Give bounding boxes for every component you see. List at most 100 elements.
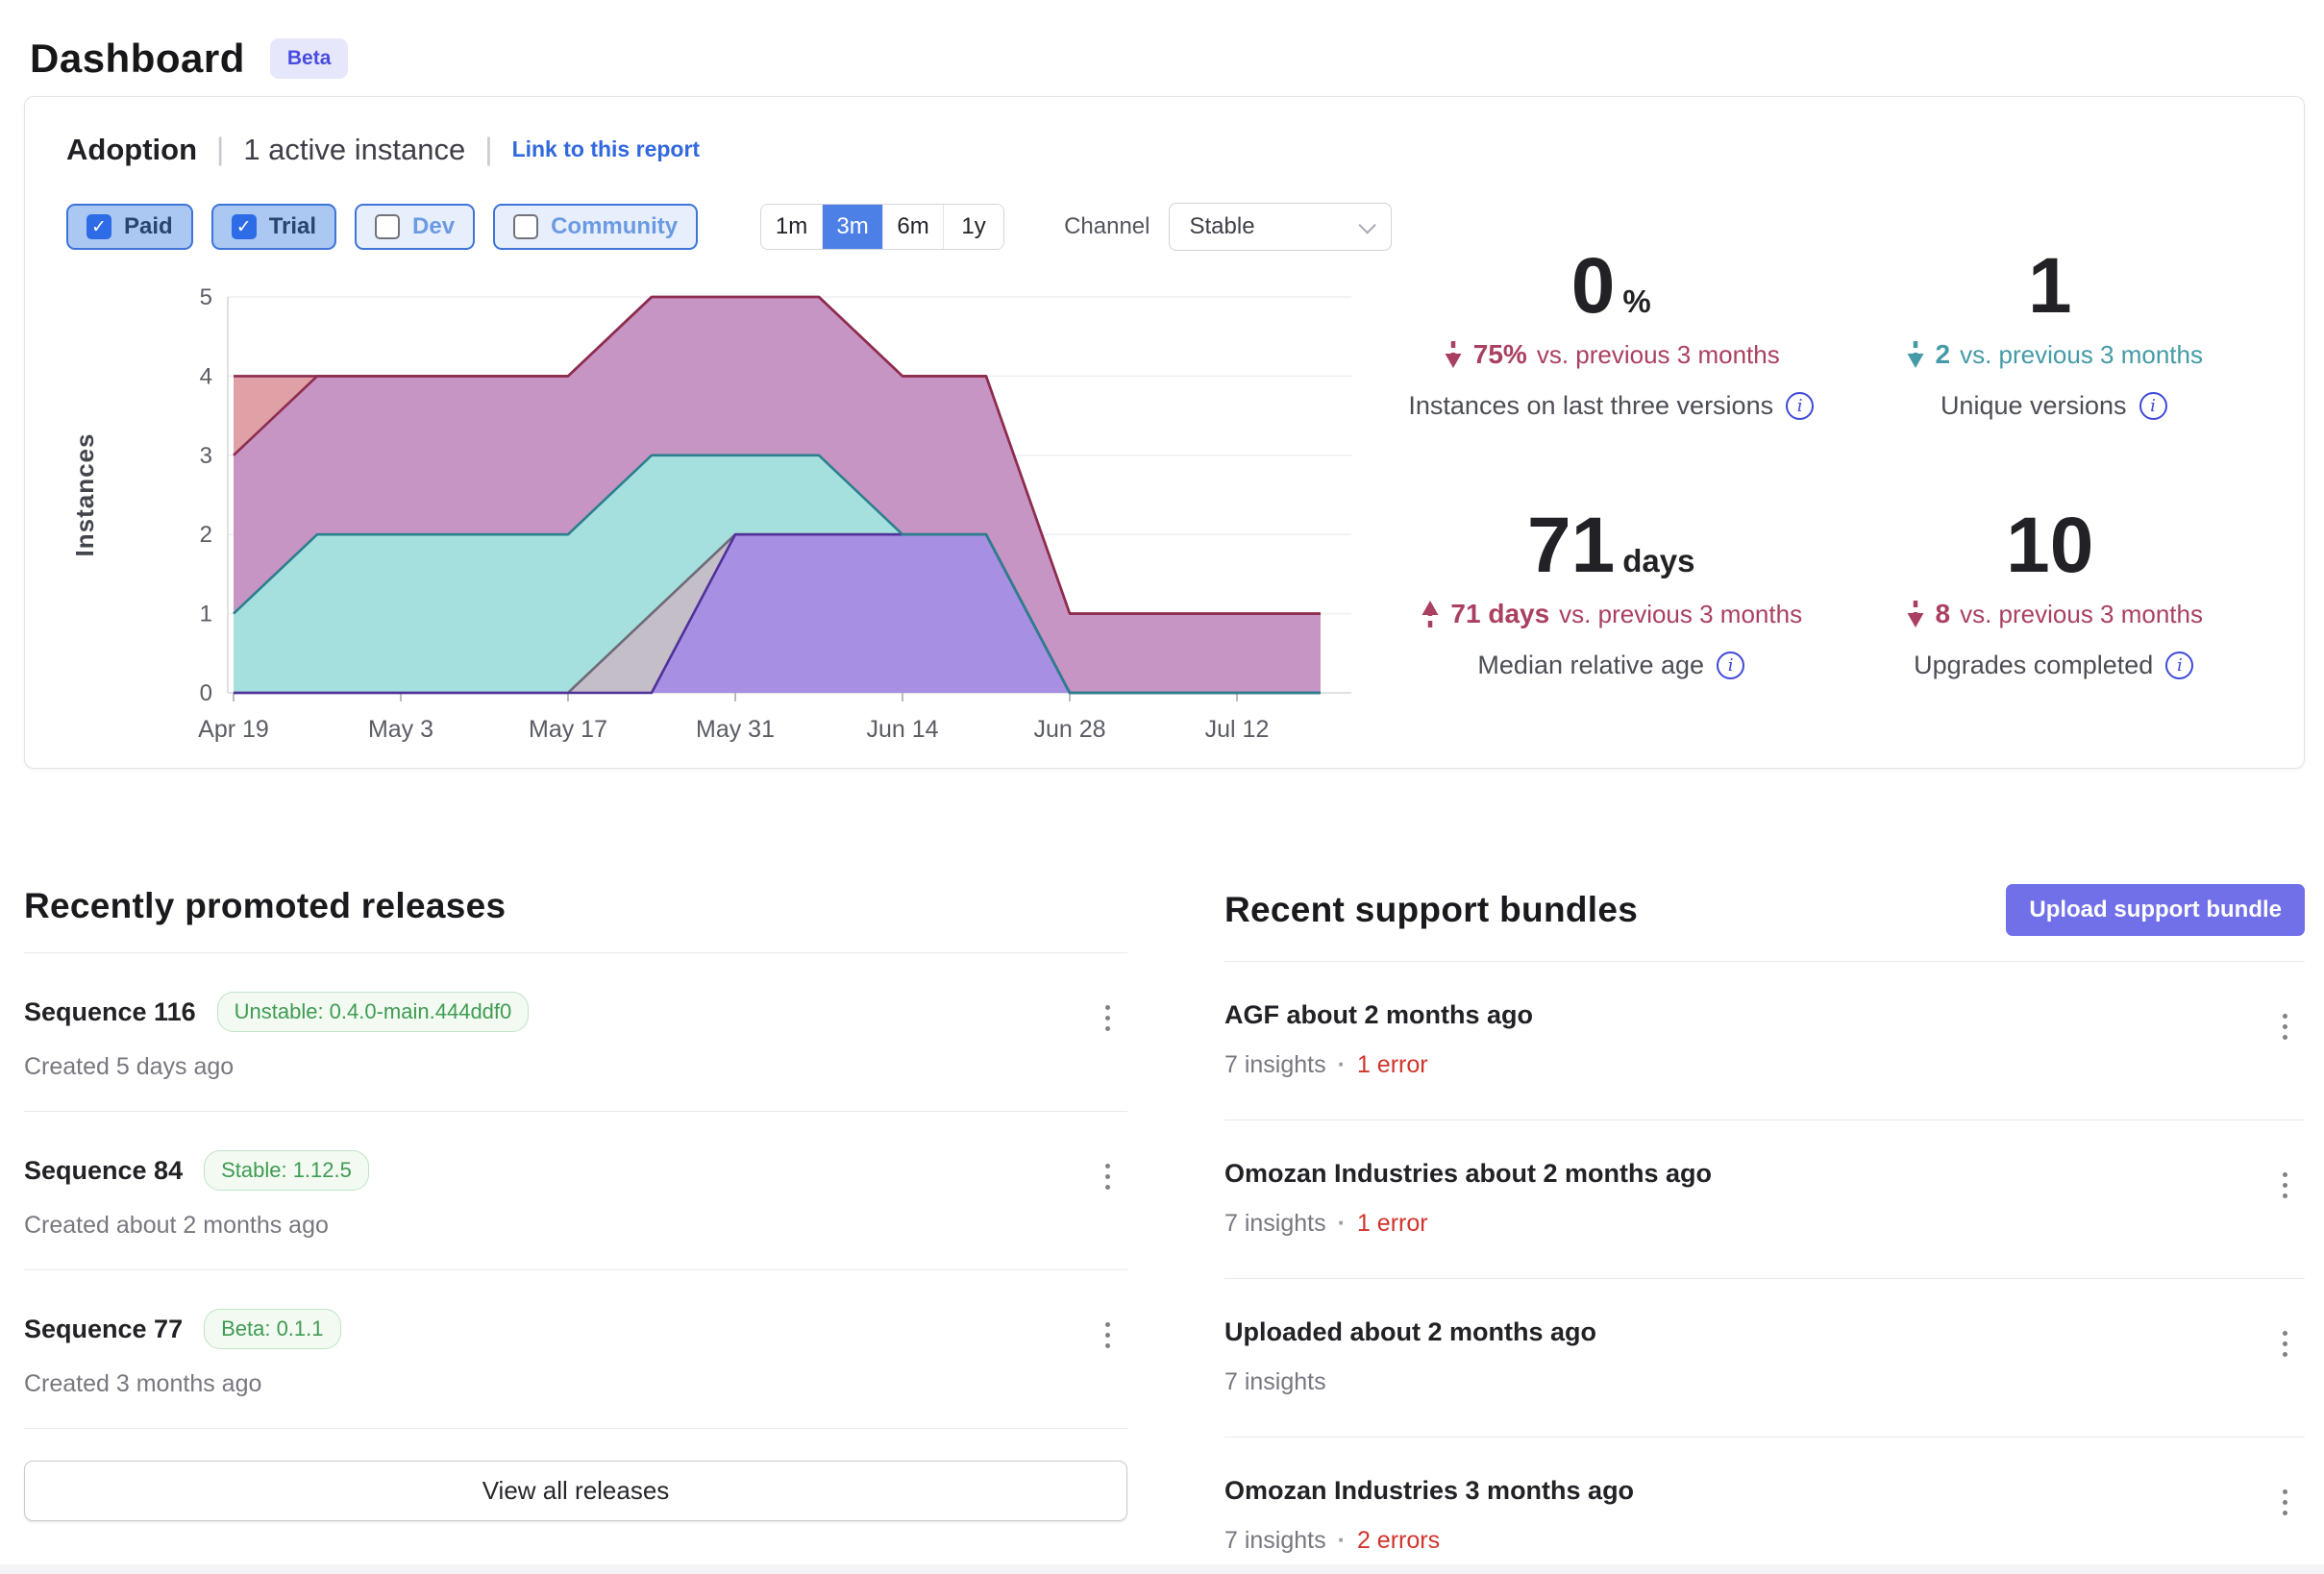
checkbox-icon	[87, 214, 111, 239]
bundle-insights: 7 insights	[1224, 1527, 1326, 1554]
bundle-insights: 7 insights	[1224, 1368, 1326, 1395]
filter-label: Paid	[124, 213, 173, 239]
page-title: Dashboard	[30, 36, 245, 81]
kebab-menu-icon[interactable]	[2277, 1325, 2293, 1363]
link-to-report[interactable]: Link to this report	[511, 136, 701, 161]
bundle-insights: 7 insights	[1224, 1051, 1326, 1078]
bundle-row: Omozan Industries about 2 months ago 7 i…	[1224, 1120, 2305, 1279]
stat-value: 0 %	[1571, 247, 1651, 326]
filter-pill-trial[interactable]: Trial	[210, 204, 337, 250]
filter-pill-dev[interactable]: Dev	[355, 204, 476, 250]
kebab-menu-icon[interactable]	[1100, 999, 1116, 1037]
change-value: 8	[1935, 599, 1951, 628]
stat-change: 8 vs. previous 3 months	[1905, 599, 2203, 629]
stat-label: Unique versions	[1940, 391, 2127, 420]
dot-separator: ·	[1337, 1527, 1346, 1554]
stat-label-row: Instances on last three versions	[1408, 391, 1815, 421]
stat-median-relative-age: 71 days 71 days vs. previous 3 months Me…	[1390, 491, 1833, 712]
kebab-menu-icon[interactable]	[2277, 1167, 2293, 1204]
trend-up-icon	[1422, 601, 1439, 627]
divider: |	[484, 132, 493, 166]
release-created: Created about 2 months ago	[24, 1212, 329, 1239]
release-row: Sequence 77 Beta: 0.1.1 Created 3 months…	[24, 1270, 1127, 1429]
adoption-stats: 0 % 75% vs. previous 3 months Instances …	[1390, 232, 2275, 712]
svg-text:5: 5	[200, 284, 212, 310]
release-version-badge: Unstable: 0.4.0-main.444ddf0	[216, 992, 530, 1032]
svg-text:2: 2	[200, 522, 212, 548]
release-title: Sequence 116	[24, 996, 196, 1026]
checkbox-icon	[375, 214, 401, 239]
svg-text:1: 1	[200, 602, 212, 627]
trend-down-icon	[1445, 341, 1462, 368]
checkbox-icon	[513, 214, 539, 239]
bottom-strip	[0, 1564, 2324, 1574]
bundle-row: AGF about 2 months ago 7 insights · 1 er…	[1224, 962, 2305, 1120]
releases-heading: Recently promoted releases	[24, 885, 507, 925]
stat-value: 1	[2028, 247, 2080, 326]
change-suffix: vs. previous 3 months	[1960, 339, 2203, 369]
adoption-card-header: Adoption | 1 active instance | Link to t…	[66, 132, 700, 167]
change-suffix: vs. previous 3 months	[1960, 599, 2203, 628]
lower-sections: Recently promoted releases Sequence 116 …	[24, 884, 2305, 1574]
bundles-header: Recent support bundles Upload support bu…	[1224, 884, 2305, 962]
bundle-errors: 1 error	[1356, 1051, 1428, 1078]
stat-label: Instances on last three versions	[1408, 391, 1774, 420]
range-button-1y[interactable]: 1y	[943, 205, 1004, 249]
range-button-6m[interactable]: 6m	[882, 205, 944, 249]
stat-value: 71 days	[1527, 506, 1694, 585]
info-icon[interactable]	[1717, 652, 1745, 679]
stat-number: 0	[1570, 242, 1616, 330]
release-version-badge: Stable: 1.12.5	[204, 1150, 369, 1191]
dot-separator: ·	[1337, 1210, 1346, 1237]
trend-down-icon	[1907, 601, 1924, 627]
info-icon[interactable]	[2139, 392, 2167, 420]
release-title: Sequence 84	[24, 1155, 184, 1185]
info-icon[interactable]	[1786, 392, 1815, 420]
chevron-down-icon	[1358, 215, 1377, 234]
stat-label: Upgrades completed	[1914, 651, 2154, 679]
release-created: Created 5 days ago	[24, 1053, 235, 1080]
releases-section: Recently promoted releases Sequence 116 …	[24, 884, 1127, 1574]
kebab-menu-icon[interactable]	[2277, 1484, 2293, 1521]
bundle-errors: 2 errors	[1356, 1527, 1441, 1554]
active-instance-count: 1 active instance	[243, 132, 466, 166]
range-button-3m[interactable]: 3m	[822, 205, 883, 249]
stat-label-row: Median relative age	[1477, 651, 1745, 680]
svg-text:3: 3	[200, 443, 212, 469]
kebab-menu-icon[interactable]	[1100, 1316, 1116, 1354]
view-all-releases-button[interactable]: View all releases	[24, 1461, 1127, 1521]
stat-unit: days	[1622, 543, 1695, 578]
channel-label: Channel	[1064, 213, 1150, 239]
upload-support-bundle-button[interactable]: Upload support bundle	[2006, 884, 2305, 936]
channel-selected-value: Stable	[1189, 213, 1255, 239]
filter-pill-community[interactable]: Community	[493, 204, 699, 250]
stat-instances-on-last-three-versions: 0 % 75% vs. previous 3 months Instances …	[1390, 232, 1833, 453]
filter-label: Trial	[268, 213, 317, 239]
stat-value: 10	[2006, 506, 2101, 585]
beta-badge: Beta	[269, 38, 349, 79]
svg-text:May 17: May 17	[529, 716, 607, 743]
trend-down-icon	[1907, 341, 1924, 368]
svg-text:Apr 19: Apr 19	[198, 716, 269, 743]
stat-label-row: Unique versions	[1941, 391, 2167, 421]
stat-upgrades-completed: 10 8 vs. previous 3 months Upgrades comp…	[1833, 491, 2276, 712]
info-icon[interactable]	[2165, 652, 2194, 679]
filter-label: Community	[551, 213, 679, 239]
bundle-title: Uploaded about 2 months ago	[1224, 1317, 1597, 1346]
bundle-title: Omozan Industries about 2 months ago	[1224, 1159, 1713, 1188]
change-value: 75%	[1472, 339, 1527, 369]
range-button-1m[interactable]: 1m	[761, 205, 823, 249]
bundle-errors: 1 error	[1356, 1210, 1428, 1237]
svg-text:Jul 12: Jul 12	[1205, 716, 1270, 743]
channel-select[interactable]: Stable	[1169, 203, 1393, 251]
change-value: 71 days	[1450, 599, 1550, 628]
divider: |	[216, 132, 225, 166]
stat-unique-versions: 1 2 vs. previous 3 months Unique version…	[1833, 232, 2276, 453]
stat-number: 1	[2027, 242, 2072, 330]
svg-text:Instances: Instances	[70, 433, 99, 557]
kebab-menu-icon[interactable]	[1100, 1158, 1116, 1195]
kebab-menu-icon[interactable]	[2277, 1008, 2293, 1045]
svg-text:0: 0	[200, 680, 212, 706]
stat-change: 75% vs. previous 3 months	[1443, 339, 1780, 370]
filter-pill-paid[interactable]: Paid	[66, 204, 193, 250]
